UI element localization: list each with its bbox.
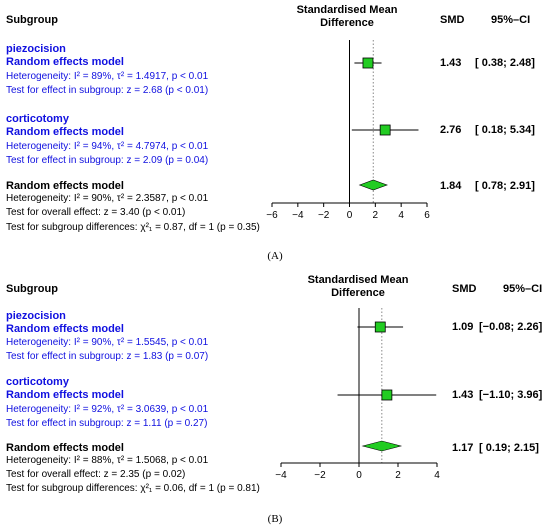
header-effect-line1: Standardised Mean [296, 4, 398, 16]
overall-smd-value: 1.17 [452, 442, 474, 454]
x-tick-label: 2 [395, 470, 401, 481]
smd-value: 1.43 [440, 57, 462, 69]
overall-heterogeneity: Heterogeneity: I² = 90%, τ² = 2.3587, p … [6, 193, 209, 204]
group-name-corticotomy: corticotomy [6, 376, 69, 388]
group-heterogeneity: Heterogeneity: I² = 92%, τ² = 3.0639, p … [6, 404, 209, 415]
overall-heterogeneity: Heterogeneity: I² = 88%, τ² = 1.5068, p … [6, 455, 209, 466]
x-tick-label: −6 [266, 210, 278, 221]
group-model-label: Random effects model [6, 323, 124, 335]
smd-value: 1.43 [452, 389, 474, 401]
header-effect-line1: Standardised Mean [307, 274, 409, 286]
ci-value: [ 0.38; 2.48] [475, 57, 535, 69]
group-effect-test: Test for effect in subgroup: z = 2.68 (p… [6, 85, 209, 96]
group-name-piezocision: piezocision [6, 310, 66, 322]
header-effect-line2: Difference [320, 17, 374, 29]
group-effect-test: Test for effect in subgroup: z = 2.09 (p… [6, 155, 209, 166]
x-tick-label: −2 [318, 210, 330, 221]
forest-plot-b: −4 −2 0 2 4 [275, 308, 440, 481]
ci-value: [ 0.18; 5.34] [475, 124, 535, 136]
group-model-label: Random effects model [6, 389, 124, 401]
x-tick-label: 2 [373, 210, 379, 221]
x-tick-label: 0 [347, 210, 353, 221]
overall-effect-test: Test for overall effect: z = 2.35 (p = 0… [6, 469, 186, 480]
group-model-label: Random effects model [6, 126, 124, 138]
estimate-square [381, 389, 393, 401]
x-tick-label: −4 [275, 470, 287, 481]
subgroup-differences-test: Test for subgroup differences: χ²₁ = 0.8… [6, 222, 260, 233]
x-tick-label: 6 [424, 210, 430, 221]
group-heterogeneity: Heterogeneity: I² = 94%, τ² = 4.7974, p … [6, 141, 209, 152]
group-effect-test: Test for effect in subgroup: z = 1.83 (p… [6, 351, 209, 362]
overall-effect-test: Test for overall effect: z = 3.40 (p < 0… [6, 207, 186, 218]
group-name-piezocision: piezocision [6, 43, 66, 55]
overall-ci-value: [ 0.19; 2.15] [479, 442, 539, 454]
ci-value: [−1.10; 3.96] [479, 389, 543, 401]
group-heterogeneity: Heterogeneity: I² = 90%, τ² = 1.5545, p … [6, 337, 209, 348]
header-smd: SMD [440, 14, 465, 26]
panel-label: (A) [267, 250, 283, 262]
x-tick-label: 4 [434, 470, 440, 481]
x-tick-label: −4 [292, 210, 304, 221]
panel-b: Subgroup Standardised Mean Difference SM… [0, 270, 550, 530]
overall-diamond [358, 179, 388, 191]
panel-label: (B) [267, 513, 283, 525]
group-name-corticotomy: corticotomy [6, 113, 69, 125]
overall-ci-value: [ 0.78; 2.91] [475, 180, 535, 192]
header-ci: 95%–CI [491, 14, 531, 26]
forest-plot-a: −6 −4 −2 0 2 4 6 [266, 40, 430, 221]
group-model-label: Random effects model [6, 56, 124, 68]
x-tick-label: 0 [356, 470, 362, 481]
estimate-square [362, 57, 374, 69]
header-effect-line2: Difference [331, 287, 385, 299]
group-effect-test: Test for effect in subgroup: z = 1.11 (p… [6, 418, 208, 429]
overall-diamond [361, 440, 403, 452]
ci-value: [−0.08; 2.26] [479, 321, 543, 333]
overall-smd-value: 1.84 [440, 180, 462, 192]
group-heterogeneity: Heterogeneity: I² = 89%, τ² = 1.4917, p … [6, 71, 209, 82]
overall-model-label: Random effects model [6, 442, 124, 454]
header-smd: SMD [452, 283, 477, 295]
smd-value: 1.09 [452, 321, 474, 333]
estimate-square [379, 124, 391, 136]
x-tick-label: 4 [398, 210, 404, 221]
panel-a: Subgroup Standardised Mean Difference SM… [6, 4, 535, 262]
estimate-square [374, 321, 386, 333]
header-ci: 95%–CI [503, 283, 543, 295]
smd-value: 2.76 [440, 124, 462, 136]
header-subgroup: Subgroup [6, 14, 58, 26]
header-subgroup: Subgroup [6, 283, 58, 295]
overall-model-label: Random effects model [6, 180, 124, 192]
x-tick-label: −2 [314, 470, 326, 481]
subgroup-differences-test: Test for subgroup differences: χ²₁ = 0.0… [6, 483, 260, 494]
